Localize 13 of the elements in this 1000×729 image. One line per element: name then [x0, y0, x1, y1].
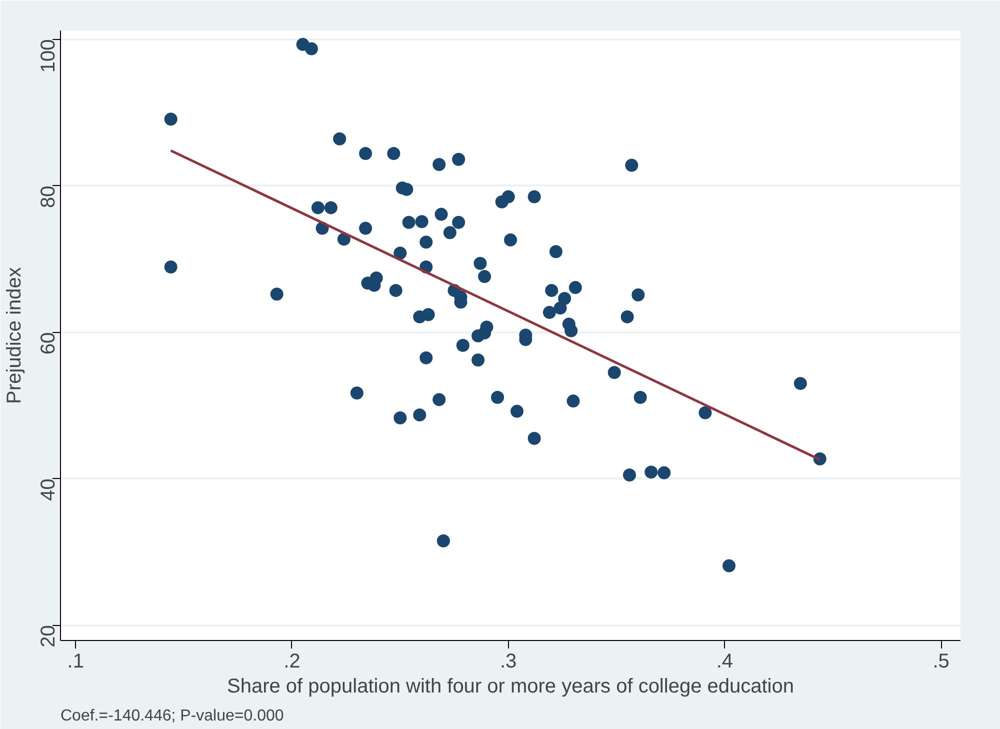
x-tick-label: .3 [500, 650, 517, 672]
x-tick-label: .1 [67, 650, 84, 672]
y-axis-title: Prejudice index [4, 267, 26, 404]
x-tick-label: .5 [932, 650, 950, 672]
text: Coef.=-140.446; P-value=0.000 [60, 708, 284, 724]
y-tick-label: 80 [38, 186, 60, 208]
y-tick-label: 60 [38, 332, 60, 354]
y-tick-label: 100 [38, 39, 60, 73]
x-axis-title: Share of population with four or more years of college education [227, 676, 794, 698]
x-tick-label: .2 [284, 650, 300, 672]
x-tick-label: .4 [716, 650, 734, 672]
y-tick-label: 20 [38, 625, 60, 648]
y-tick-label: 40 [38, 478, 60, 501]
